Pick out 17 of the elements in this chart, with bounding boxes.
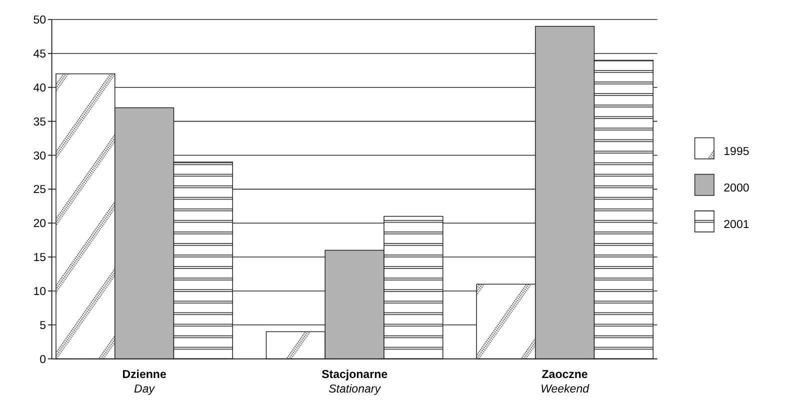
y-tick-label: 15 bbox=[33, 252, 46, 264]
y-tick-label: 45 bbox=[33, 48, 46, 60]
y-tick-label: 0 bbox=[40, 354, 46, 366]
y-tick-label: 35 bbox=[33, 116, 46, 128]
y-tick-label: 25 bbox=[33, 184, 46, 196]
legend-label: 2000 bbox=[724, 182, 750, 195]
x-tick-label: Zaoczne Weekend bbox=[540, 369, 590, 396]
x-tick-label: Stacjonarne Stationary bbox=[322, 369, 388, 396]
y-tick-label: 5 bbox=[40, 320, 46, 332]
y-tick-label: 30 bbox=[33, 150, 46, 162]
legend-label: 2001 bbox=[724, 219, 750, 232]
y-tick-label: 50 bbox=[33, 14, 46, 27]
y-tick-label: 20 bbox=[33, 218, 46, 230]
legend-label: 1995 bbox=[724, 146, 750, 158]
y-tick-label: 40 bbox=[33, 82, 46, 94]
x-tick-label: Dzienne Day bbox=[122, 369, 167, 396]
y-tick-label: 10 bbox=[33, 286, 46, 298]
